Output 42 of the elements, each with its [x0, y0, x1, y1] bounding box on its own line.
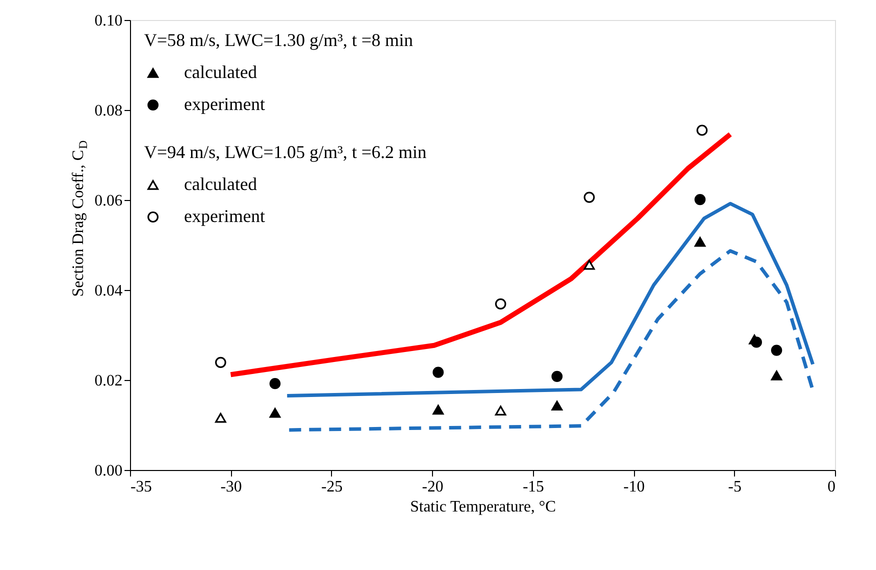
legend-label: experiment [184, 206, 265, 226]
x-tick-label: -20 [422, 478, 444, 496]
point [432, 366, 444, 378]
y-tick-label: 0.06 [94, 192, 122, 210]
point [269, 378, 281, 390]
x-axis-title: Static Temperature, °C [410, 498, 556, 516]
point [495, 406, 506, 416]
annotation: V=94 m/s, LWC=1.05 g/m³, t =6.2 min [144, 142, 427, 162]
point [750, 336, 762, 348]
legend-label: experiment [184, 94, 265, 114]
point [694, 194, 706, 206]
x-tick-label: -35 [130, 478, 152, 496]
y-tick-label: 0.10 [94, 12, 122, 30]
y-axis-title: Section Drag Coeff., CD [70, 140, 90, 297]
y-tick-label: 0.02 [94, 372, 122, 390]
x-tick-label: -25 [321, 478, 343, 496]
legend-label: calculated [184, 62, 257, 82]
point [584, 260, 595, 270]
point [694, 236, 706, 247]
point [269, 408, 281, 418]
point [432, 404, 444, 415]
legend-label: calculated [184, 174, 257, 194]
point [551, 370, 563, 382]
point [551, 400, 563, 411]
x-tick-label: 0 [828, 478, 836, 496]
point [495, 298, 506, 310]
x-tick-label: -30 [220, 478, 242, 496]
y-tick-label: 0.00 [94, 462, 122, 480]
point [771, 370, 782, 380]
point [215, 356, 226, 368]
x-tick-label: -10 [623, 478, 645, 496]
point [215, 412, 226, 423]
point [696, 124, 708, 136]
y-tick-label: 0.04 [94, 282, 122, 300]
point [584, 192, 595, 203]
y-tick-label: 0.08 [94, 102, 122, 120]
line-series [285, 202, 815, 398]
x-tick-label: -5 [728, 478, 742, 496]
line-series [287, 249, 815, 432]
annotation: V=58 m/s, LWC=1.30 g/m³, t =8 min [144, 30, 414, 50]
point [771, 344, 782, 356]
x-tick-label: -15 [522, 478, 544, 496]
